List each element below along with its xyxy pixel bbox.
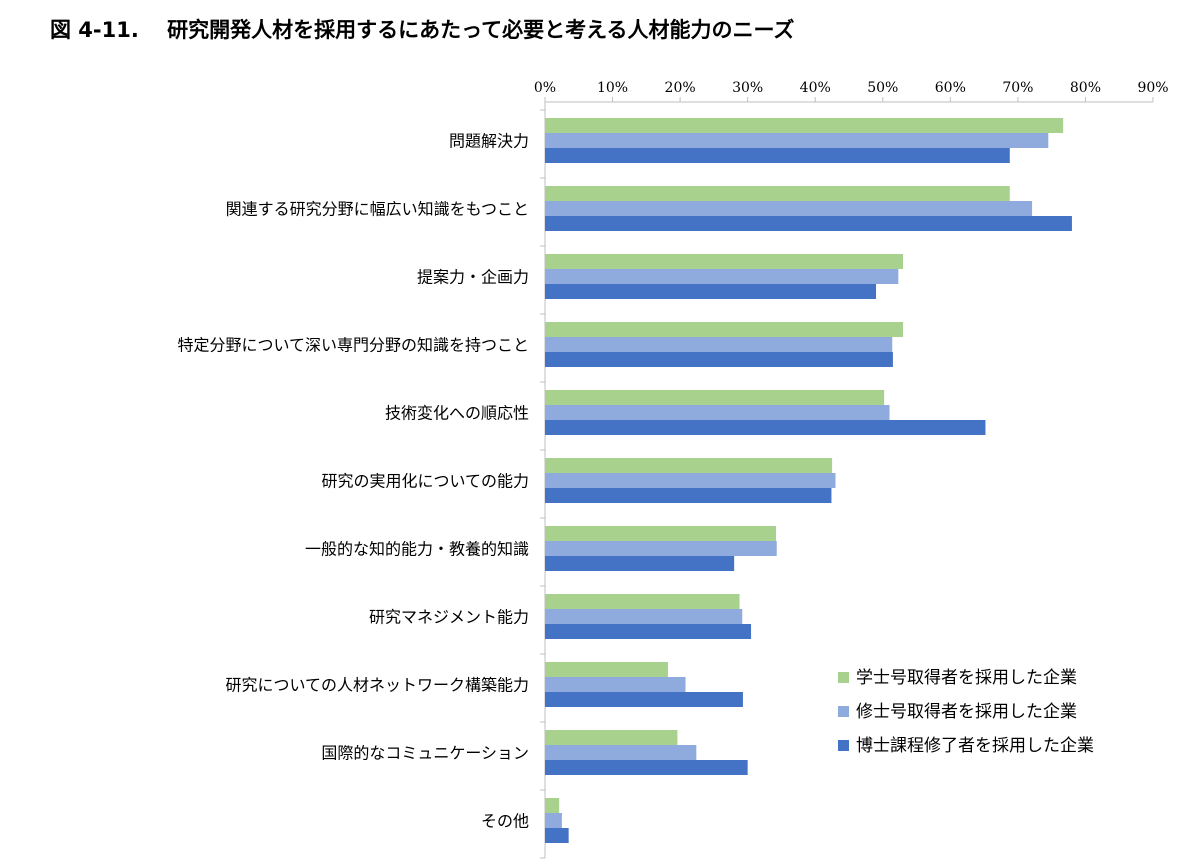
x-tick-label: 20% [665, 80, 696, 96]
bar [545, 148, 1010, 163]
bar [545, 624, 752, 639]
x-tick-label: 30% [732, 80, 763, 96]
bar [545, 254, 904, 269]
category-label: 研究マネジメント能力 [369, 608, 529, 627]
bar [545, 594, 740, 609]
legend-label: 学士号取得者を採用した企業 [856, 668, 1077, 688]
bar [545, 322, 904, 337]
bar [545, 730, 678, 745]
bar [545, 798, 560, 813]
bar [545, 828, 569, 843]
category-label: 関連する研究分野に幅広い知識をもつこと [226, 200, 529, 219]
bars [545, 118, 1072, 843]
bar [545, 556, 735, 571]
category-label: 技術変化への順応性 [385, 404, 529, 423]
x-tick-label: 0% [534, 80, 556, 96]
category-label: 特定分野について深い専門分野の知識を持つこと [177, 336, 529, 355]
bar [545, 405, 890, 420]
x-tick-label: 70% [1002, 80, 1033, 96]
bar [545, 216, 1072, 231]
legend-label: 博士課程修了者を採用した企業 [856, 736, 1094, 756]
bar [545, 745, 697, 760]
x-tick-label: 10% [597, 80, 628, 96]
bar [545, 269, 899, 284]
category-label: 国際的なコミュニケーション [321, 744, 529, 763]
category-label: その他 [481, 812, 529, 831]
bar [545, 352, 893, 367]
legend-label: 修士号取得者を採用した企業 [856, 702, 1077, 722]
x-tick-label: 40% [800, 80, 831, 96]
bar [545, 118, 1064, 133]
bar [545, 133, 1049, 148]
bar [545, 692, 743, 707]
legend-swatch [838, 740, 849, 751]
category-label: 研究についての人材ネットワーク構築能力 [225, 676, 529, 695]
bar [545, 458, 833, 473]
bar [545, 526, 777, 541]
bar [545, 390, 885, 405]
category-labels: 問題解決力関連する研究分野に幅広い知識をもつこと提案力・企画力特定分野について深… [177, 132, 529, 831]
bar [545, 186, 1010, 201]
legend-swatch [838, 706, 849, 717]
category-label: 一般的な知的能力・教養的知識 [305, 540, 529, 559]
bar [545, 488, 832, 503]
bar [545, 284, 877, 299]
bar [545, 813, 562, 828]
category-label: 研究の実用化についての能力 [321, 472, 529, 491]
x-tick-label: 60% [935, 80, 966, 96]
bar [545, 473, 836, 488]
category-label: 問題解決力 [449, 132, 529, 151]
x-tick-label: 80% [1070, 80, 1101, 96]
x-tick-label: 50% [867, 80, 898, 96]
bar [545, 609, 743, 624]
x-axis-ticks: 0% 10% 20% 30% 40% 50% 60% 70% 80% 90% [534, 80, 1169, 102]
bar [545, 541, 777, 556]
x-tick-label: 90% [1137, 80, 1168, 96]
bar [545, 420, 986, 435]
category-label: 提案力・企画力 [417, 268, 529, 287]
legend-swatch [838, 672, 849, 683]
bar [545, 677, 686, 692]
bar [545, 662, 668, 677]
bar [545, 760, 748, 775]
bar [545, 337, 893, 352]
bar [545, 201, 1033, 216]
figure-title: 図 4-11. 研究開発人材を採用するにあたって必要と考える人材能力のニーズ [50, 18, 795, 42]
